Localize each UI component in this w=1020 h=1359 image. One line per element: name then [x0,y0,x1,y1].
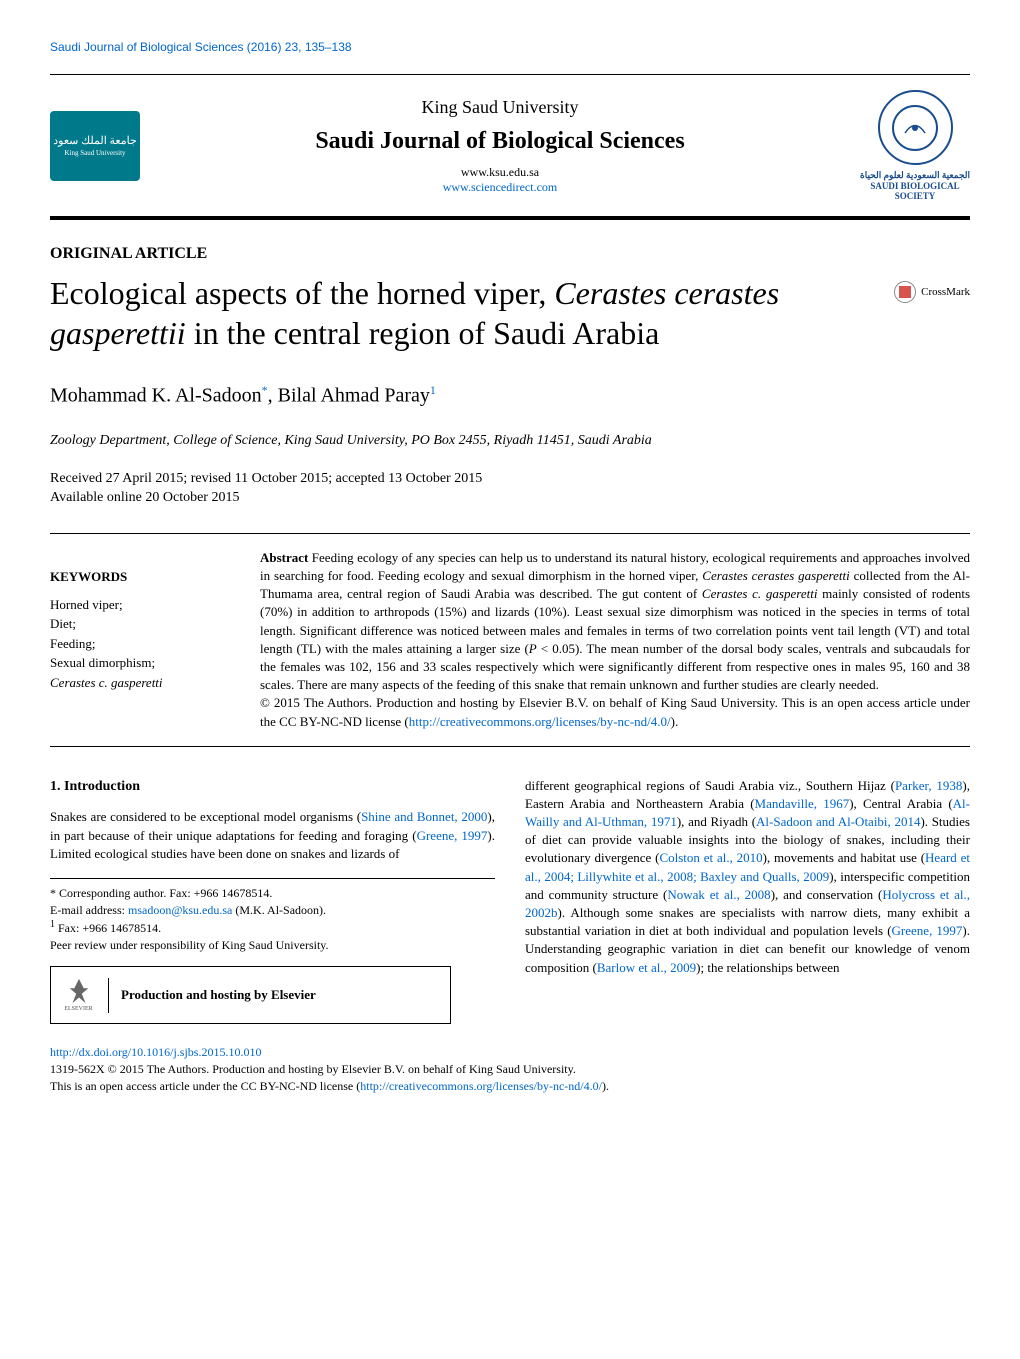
footer-cc-link[interactable]: http://creativecommons.org/licenses/by-n… [360,1079,602,1093]
footer-issn: 1319-562X © 2015 The Authors. Production… [50,1062,576,1076]
masthead-center: King Saud University Saudi Journal of Bi… [140,97,860,195]
fn-email[interactable]: msadoon@ksu.edu.sa [128,903,232,917]
fn-email-label: E-mail address: [50,903,128,917]
c1-r1[interactable]: Shine and Bonnet, 2000 [361,809,487,824]
fn-corresponding: * Corresponding author. Fax: +966 146785… [50,885,495,902]
crossmark-icon [894,281,916,303]
hosting-box: ELSEVIER Production and hosting by Elsev… [50,966,451,1024]
c2-r4[interactable]: Al-Sadoon and Al-Otaibi, 2014 [756,814,920,829]
abstract-box: KEYWORDS Horned viper; Diet; Feeding; Se… [50,533,970,747]
dates: Received 27 April 2015; revised 11 Octob… [50,469,970,508]
abs-cc-link[interactable]: http://creativecommons.org/licenses/by-n… [409,714,671,729]
c2-r2[interactable]: Mandaville, 1967 [755,796,850,811]
fn-peer: Peer review under responsibility of King… [50,937,495,954]
ksu-logo-en: King Saud University [64,149,125,157]
footer: http://dx.doi.org/10.1016/j.sjbs.2015.10… [50,1044,970,1094]
keywords-items: Horned viper; Diet; Feeding; Sexual dimo… [50,597,155,671]
crossmark-label: CrossMark [921,286,970,298]
body-columns: 1. Introduction Snakes are considered to… [50,777,970,1024]
footnotes: * Corresponding author. Fax: +966 146785… [50,878,495,1024]
c2-t6: ), movements and habitat use ( [763,850,925,865]
fn-email-line: E-mail address: msadoon@ksu.edu.sa (M.K.… [50,902,495,919]
title-part-1: Ecological aspects of the horned viper, [50,275,554,311]
c2-t8: ), and conservation ( [771,887,883,902]
dates-line-1: Received 27 April 2015; revised 11 Octob… [50,469,970,489]
fn-1-text: Fax: +966 14678514. [55,921,161,935]
abstract-label: Abstract [260,550,308,565]
keywords-block: KEYWORDS Horned viper; Diet; Feeding; Se… [50,549,230,731]
masthead: جامعة الملك سعود King Saud University Ki… [50,74,970,220]
ksu-logo-ar: جامعة الملك سعود [53,134,137,147]
keywords-header: KEYWORDS [50,569,230,585]
elsevier-logo-icon: ELSEVIER [61,975,96,1015]
c2-t11: ); the relationships between [696,960,839,975]
society-en: SAUDI BIOLOGICAL SOCIETY [860,181,970,201]
c2-t3: ), Central Arabia ( [849,796,952,811]
author-2-sup: 1 [430,383,436,397]
elsevier-label: ELSEVIER [64,1005,92,1013]
author-sep: , [268,385,278,407]
society-logo: الجمعية السعودية لعلوم الحياة SAUDI BIOL… [860,90,970,201]
footer-doi[interactable]: http://dx.doi.org/10.1016/j.sjbs.2015.10… [50,1045,261,1059]
author-1: Mohammad K. Al-Sadoon [50,385,262,407]
article-type: ORIGINAL ARTICLE [50,245,970,263]
journal-name: Saudi Journal of Biological Sciences [140,128,860,155]
title-row: Ecological aspects of the horned viper, … [50,273,970,383]
masthead-link-2[interactable]: www.sciencedirect.com [443,180,558,194]
c2-t4: ), and Riyadh ( [677,814,756,829]
fn-email-after: (M.K. Al-Sadoon). [232,903,326,917]
society-ar: الجمعية السعودية لعلوم الحياة [860,170,970,181]
intro-heading: 1. Introduction [50,777,495,797]
title-part-2: in the central region of Saudi Arabia [186,315,660,351]
intro-paragraph: Snakes are considered to be exceptional … [50,808,495,863]
body-col-left: 1. Introduction Snakes are considered to… [50,777,495,1024]
col2-paragraph: different geographical regions of Saudi … [525,777,970,977]
abs-copyright-end: ). [671,714,679,729]
keywords-italic: Cerastes c. gasperetti [50,675,163,690]
c2-r10[interactable]: Barlow et al., 2009 [597,960,696,975]
university-name: King Saud University [140,97,860,118]
crossmark-badge[interactable]: CrossMark [894,281,970,303]
abstract-text: Abstract Feeding ecology of any species … [260,549,970,731]
abs-i3: P [529,641,537,656]
c1-r2[interactable]: Greene, 1997 [417,828,488,843]
c2-r7[interactable]: Nowak et al., 2008 [667,887,770,902]
authors: Mohammad K. Al-Sadoon*, Bilal Ahmad Para… [50,383,970,408]
abs-i1: Cerastes cerastes gasperetti [702,568,849,583]
affiliation: Zoology Department, College of Science, … [50,433,970,449]
ksu-logo: جامعة الملك سعود King Saud University [50,111,140,181]
masthead-links: www.ksu.edu.sa www.sciencedirect.com [140,165,860,195]
masthead-link-1: www.ksu.edu.sa [461,165,539,179]
c2-r9[interactable]: Greene, 1997 [892,923,963,938]
dates-line-2: Available online 20 October 2015 [50,488,970,508]
keywords-list: Horned viper; Diet; Feeding; Sexual dimo… [50,595,230,693]
hosting-text: Production and hosting by Elsevier [121,986,316,1004]
fn-1-line: 1 Fax: +966 14678514. [50,918,495,937]
body-col-right: different geographical regions of Saudi … [525,777,970,1024]
hosting-divider [108,978,109,1013]
article-title: Ecological aspects of the horned viper, … [50,273,894,353]
society-emblem-icon [878,90,953,165]
author-2: Bilal Ahmad Paray [278,385,430,407]
c2-r5[interactable]: Colston et al., 2010 [659,850,762,865]
c1-t1: Snakes are considered to be exceptional … [50,809,361,824]
footer-cc: This is an open access article under the… [50,1079,360,1093]
abs-i2: Cerastes c. gasperetti [702,586,818,601]
c2-t1: different geographical regions of Saudi … [525,778,895,793]
running-header: Saudi Journal of Biological Sciences (20… [50,40,970,54]
c2-r1[interactable]: Parker, 1938 [895,778,962,793]
footer-cc-end: ). [602,1079,609,1093]
